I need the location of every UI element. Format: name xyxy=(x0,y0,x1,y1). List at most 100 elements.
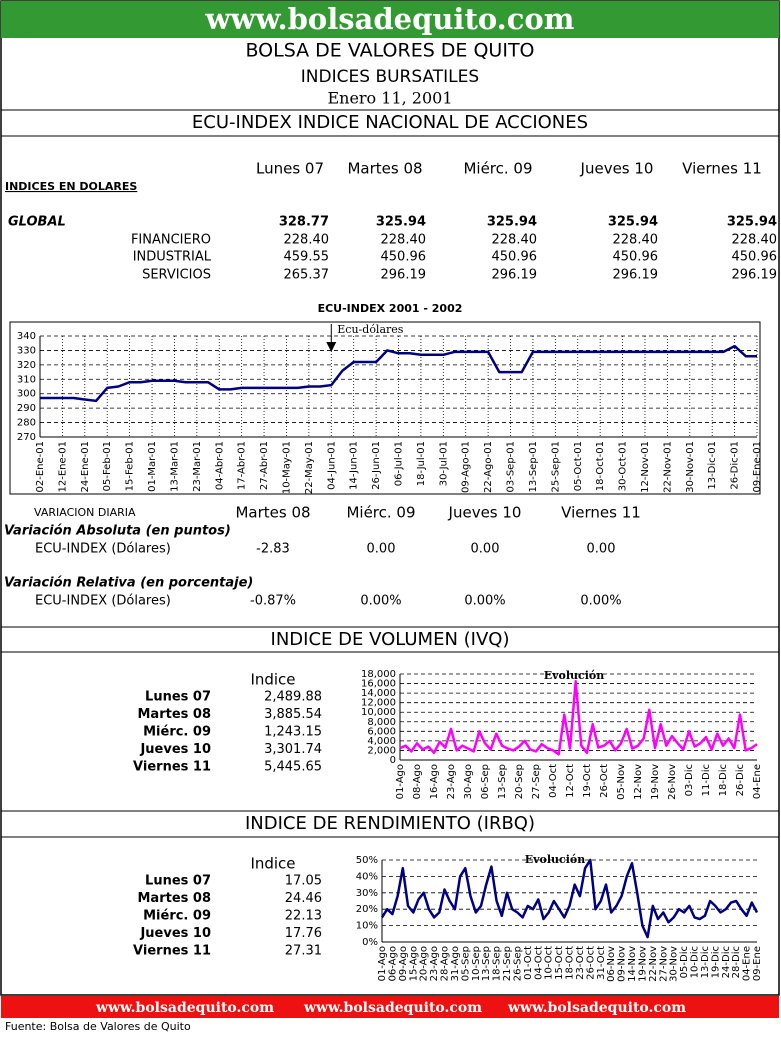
variacion-title: VARIACION DIARIA xyxy=(34,506,136,519)
day-label: Martes 08 xyxy=(137,891,211,906)
row-label: ECU-INDEX (Dólares) xyxy=(35,594,171,609)
x-tick-label: 10-Sep xyxy=(471,946,482,981)
day-label: Jueves 10 xyxy=(139,926,211,941)
y-tick-label: 340 xyxy=(17,331,36,342)
source: Fuente: Bolsa de Valores de Quito xyxy=(5,1020,191,1033)
y-tick-label: 20% xyxy=(356,904,378,915)
x-tick-label: 27-Abr-01 xyxy=(259,441,270,490)
cell: 0.00 xyxy=(367,542,396,557)
x-tick-label: 28-Ago xyxy=(440,946,451,981)
day-header: Miérc. 09 xyxy=(346,504,415,522)
day-label: Martes 08 xyxy=(137,707,211,722)
y-tick-label: 18,000 xyxy=(361,669,396,680)
x-tick-label: 16-Ago xyxy=(429,764,440,799)
x-tick-label: 03-Dic xyxy=(684,764,695,796)
footer-link[interactable]: www.bolsadequito.com xyxy=(507,1000,686,1016)
index-value: 22.13 xyxy=(285,909,322,924)
index-value: 3,885.54 xyxy=(264,707,322,722)
cell: 450.96 xyxy=(732,250,778,265)
x-tick-label: 13-Sep xyxy=(497,764,508,799)
x-tick-label: 19-Oct xyxy=(582,764,593,798)
date: Enero 11, 2001 xyxy=(327,89,452,108)
x-tick-label: 14-Nov xyxy=(627,946,638,982)
section-label: INDICES EN DOLARES xyxy=(5,180,137,193)
x-tick-label: 06-Nov xyxy=(606,946,617,982)
day-header: Jueves 10 xyxy=(580,160,654,178)
x-tick-label: 09-Ene xyxy=(752,946,763,981)
x-tick-label: 18-Dic xyxy=(718,764,729,796)
x-tick-label: 19-Nov xyxy=(650,764,661,800)
x-tick-label: 06-Jul-01 xyxy=(394,441,405,486)
index-value: 17.05 xyxy=(285,874,322,889)
y-tick-label: 14,000 xyxy=(361,688,396,699)
cell: 0.00 xyxy=(587,542,616,557)
row-label: FINANCIERO xyxy=(131,233,211,248)
subtitle: INDICES BURSATILES xyxy=(301,67,479,87)
header-bar xyxy=(1,1,779,38)
cell: 228.40 xyxy=(613,233,659,248)
x-tick-label: 30-Ago xyxy=(463,764,474,799)
x-tick-label: 26-Dic-01 xyxy=(730,441,741,490)
y-tick-label: 0 xyxy=(390,755,396,766)
row-group: Variación Relativa (en porcentaje) xyxy=(4,576,253,591)
x-tick-label: 20-Ago xyxy=(419,946,430,981)
footer-link[interactable]: www.bolsadequito.com xyxy=(303,1000,482,1016)
x-tick-label: 12-Ene-01 xyxy=(57,441,68,492)
x-tick-label: 18-Oct-01 xyxy=(595,441,606,491)
x-tick-label: 09-Ene-01 xyxy=(752,441,763,492)
cell: 450.96 xyxy=(381,250,427,265)
x-tick-label: 30-Jul-01 xyxy=(438,441,449,486)
day-label: Miérc. 09 xyxy=(143,909,211,924)
footer-bar xyxy=(1,996,779,1018)
day-header: Miérc. 09 xyxy=(463,160,532,178)
cell: -0.87% xyxy=(250,594,296,609)
x-tick-label: 04-Oct xyxy=(533,946,544,980)
column-header: Indice xyxy=(250,855,295,873)
x-tick-label: 15-Oct xyxy=(554,946,565,980)
series-line xyxy=(399,679,758,756)
y-tick-label: 4,000 xyxy=(367,736,396,747)
y-tick-label: 320 xyxy=(17,360,36,371)
index-value: 3,301.74 xyxy=(264,742,322,757)
x-tick-label: 14-Jun-01 xyxy=(349,441,360,490)
y-tick-label: 10% xyxy=(356,921,378,932)
chart: 0% 10% 20% 30% 40% 50% 01-Ago 06-Ago 09-Ago 15-Ag… xyxy=(356,853,763,982)
chart: 270 280 290 300 310 320 330 340 02-Ene-01 12-Ene-… xyxy=(9,302,763,495)
y-tick-label: 8,000 xyxy=(367,717,396,728)
day-label: Miérc. 09 xyxy=(143,725,211,740)
day-header: Lunes 07 xyxy=(256,160,324,178)
cell: 296.19 xyxy=(381,268,427,283)
x-tick-label: 04-Ene xyxy=(742,946,753,981)
x-tick-label: 13-Sep-01 xyxy=(528,441,539,493)
row-label: SERVICIOS xyxy=(142,268,211,283)
x-tick-label: 31-Ago xyxy=(450,946,461,981)
x-tick-label: 09-Nov xyxy=(617,946,628,982)
chart-frame xyxy=(9,321,761,495)
section-title: INDICE DE RENDIMIENTO (IRBQ) xyxy=(245,813,535,834)
x-tick-label: 09-Ago-01 xyxy=(461,441,472,493)
cell: 325.94 xyxy=(608,215,658,230)
x-tick-label: 10-May-01 xyxy=(281,441,292,494)
row-label: GLOBAL xyxy=(8,215,66,230)
cell: -2.83 xyxy=(256,542,290,557)
section-title: ECU-INDEX INDICE NACIONAL DE ACCIONES xyxy=(192,112,588,133)
y-tick-label: 16,000 xyxy=(361,679,396,690)
cell: 450.96 xyxy=(492,250,538,265)
x-tick-label: 27-Sep xyxy=(531,764,542,799)
x-tick-label: 01-Oct xyxy=(523,946,534,980)
footer-link[interactable]: www.bolsadequito.com xyxy=(95,1000,274,1016)
day-label: Viernes 11 xyxy=(133,760,211,775)
site[interactable]: www.bolsadequito.com xyxy=(205,2,575,36)
day-header: Jueves 10 xyxy=(448,504,522,522)
series-line xyxy=(40,344,757,403)
cell: 0.00% xyxy=(360,594,401,609)
x-tick-label: 13-Dic xyxy=(700,946,711,978)
section-title: INDICE DE VOLUMEN (IVQ) xyxy=(271,629,510,650)
x-tick-label: 04-Jun-01 xyxy=(326,441,337,490)
x-tick-label: 12-Nov xyxy=(633,764,644,800)
y-tick-label: 40% xyxy=(356,871,378,882)
y-tick-label: 280 xyxy=(17,418,36,429)
chart: 02,0004,0006,0008,00010,00012,00014,0001… xyxy=(361,669,763,800)
row-label: INDUSTRIAL xyxy=(133,250,212,265)
x-tick-label: 12-Nov-01 xyxy=(640,441,651,493)
